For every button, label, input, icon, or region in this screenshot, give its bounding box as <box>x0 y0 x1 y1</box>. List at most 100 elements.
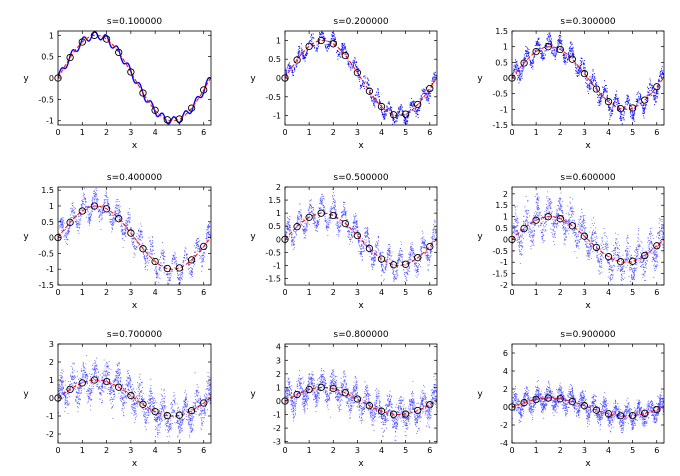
sample-point <box>293 56 301 64</box>
y-tick-label: -2 <box>273 424 281 433</box>
x-tick-label: 4 <box>606 446 611 455</box>
x-axis-label: x <box>132 141 138 151</box>
y-tick-label: -0.5 <box>265 93 281 102</box>
sample-point <box>568 397 576 406</box>
x-tick-label: 1 <box>307 128 312 137</box>
sample-point <box>102 35 111 43</box>
y-tick-label: -1 <box>500 258 508 267</box>
sample-point <box>187 407 196 415</box>
sample-point <box>365 402 374 410</box>
x-axis-label: x <box>132 459 138 469</box>
sample-point <box>353 231 362 240</box>
data-layer <box>512 380 664 433</box>
x-tick-label: 0 <box>282 288 287 297</box>
chart-panel: 0 1 2 3 4 5 6 -1.5 -1 -0.5 0 0.5 1 1.5 s=0.300000 x y <box>477 17 665 151</box>
x-tick-label: 5 <box>403 128 408 137</box>
sample-point <box>317 383 325 392</box>
x-tick-label: 1 <box>307 288 312 297</box>
sample-point <box>544 43 552 51</box>
true-curve <box>58 205 211 270</box>
sample-point <box>532 47 540 56</box>
noisy-series <box>285 368 437 442</box>
x-tick-label: 6 <box>201 128 206 137</box>
chart-title: s=0.900000 <box>560 330 615 340</box>
y-tick-label: 0 <box>503 235 508 244</box>
noisy-series <box>285 31 437 125</box>
x-tick-label: 6 <box>201 288 206 297</box>
x-tick-label: 5 <box>403 288 408 297</box>
y-axis-label: y <box>477 390 483 400</box>
sample-point <box>90 31 99 40</box>
y-tick-label: -1 <box>46 412 54 421</box>
x-tick-label: 4 <box>153 446 158 455</box>
x-tick-label: 5 <box>177 128 182 137</box>
sample-point <box>389 111 398 119</box>
sample-point <box>317 209 325 217</box>
plot-frame <box>284 343 438 444</box>
sample-point <box>329 40 337 48</box>
true-curve <box>285 39 437 117</box>
chart-title: s=0.600000 <box>560 173 615 183</box>
sample-point <box>90 202 99 210</box>
sample-point <box>151 407 159 416</box>
y-tick-label: -1.5 <box>265 274 281 283</box>
sample-point <box>329 384 337 393</box>
x-tick-label: 4 <box>153 288 158 297</box>
sample-point <box>544 213 552 221</box>
x-tick-label: 1 <box>80 446 85 455</box>
chart-title: s=0.100000 <box>107 17 162 27</box>
x-tick-label: 6 <box>654 128 659 137</box>
sample-point <box>163 411 171 420</box>
x-tick-label: 0 <box>55 128 60 137</box>
sample-point <box>426 401 434 409</box>
y-tick-label: -0.5 <box>38 249 54 258</box>
sample-point <box>115 215 123 223</box>
chart-title: s=0.700000 <box>107 330 162 340</box>
x-tick-label: 2 <box>558 446 563 455</box>
noisy-series <box>58 31 211 125</box>
data-layer <box>512 32 664 125</box>
y-tick-label: 2 <box>503 190 508 199</box>
data-layer <box>512 191 664 285</box>
sample-point <box>127 229 135 237</box>
y-tick-label: -1.5 <box>492 121 508 130</box>
noisy-series <box>58 355 211 442</box>
x-tick-label: 6 <box>427 446 432 455</box>
sample-point <box>377 407 386 415</box>
y-tick-label: 0 <box>49 74 54 83</box>
y-tick-label: 1.5 <box>41 186 54 195</box>
y-axis-label: y <box>250 390 256 400</box>
y-tick-label: 1 <box>503 43 508 52</box>
sample-point <box>163 116 171 124</box>
x-tick-label: 3 <box>582 128 587 137</box>
data-layer <box>285 31 437 125</box>
x-tick-label: 1 <box>534 288 539 297</box>
sample-point <box>426 84 434 93</box>
y-axis-label: y <box>250 232 256 242</box>
plot-frame <box>284 186 438 286</box>
x-tick-label: 5 <box>177 288 182 297</box>
x-tick-label: 0 <box>55 288 60 297</box>
y-tick-label: 1 <box>276 209 281 218</box>
sample-point <box>78 38 86 46</box>
sample-point <box>90 376 99 384</box>
chart-panel: 0 1 2 3 4 5 6 -1 -0.5 0 0.5 1 s=0.200000 x y <box>250 17 438 151</box>
sample-point <box>401 260 410 268</box>
x-tick-label: 1 <box>534 446 539 455</box>
x-tick-label: 0 <box>282 446 287 455</box>
x-tick-label: 2 <box>331 288 336 297</box>
sample-point <box>305 213 313 221</box>
sample-point <box>414 254 422 262</box>
y-tick-label: 2 <box>276 370 281 379</box>
x-tick-label: 6 <box>427 288 432 297</box>
sample-point <box>616 412 625 420</box>
y-tick-label: 3 <box>49 340 54 349</box>
sample-point <box>628 411 637 420</box>
sample-point <box>102 205 111 213</box>
chart-panel: 0 1 2 3 4 5 6 -2 -1 0 1 2 3 s=0.700000 x y <box>23 330 212 469</box>
y-tick-label: 0.5 <box>268 222 281 231</box>
sample-point <box>653 242 661 250</box>
y-tick-label: 1.5 <box>268 196 281 205</box>
sample-point <box>305 385 313 394</box>
x-tick-label: 5 <box>403 446 408 455</box>
